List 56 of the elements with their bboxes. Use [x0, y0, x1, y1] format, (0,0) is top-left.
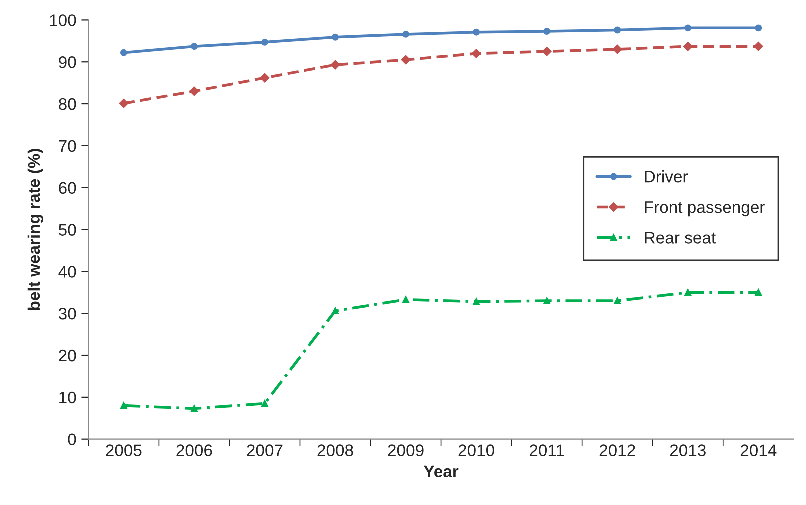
x-tick-label: 2012: [600, 444, 636, 456]
point: [614, 298, 622, 305]
y-tick-label: 30: [58, 308, 76, 320]
point: [332, 34, 339, 41]
point: [402, 296, 410, 304]
legend-label: Front passenger: [645, 202, 765, 217]
y-tick-label: 10: [60, 392, 76, 404]
x-tick-label: 2010: [458, 444, 494, 456]
point: [262, 400, 268, 408]
point: [120, 49, 128, 56]
x-tick-label: 2014: [740, 444, 777, 456]
point: [119, 98, 129, 108]
y-tick-label: 90: [59, 56, 76, 68]
point: [402, 30, 410, 38]
x-tick-label: 2009: [388, 444, 424, 456]
y-tick-label: 70: [59, 140, 76, 152]
point: [612, 44, 622, 54]
y-tick-label: 50: [58, 224, 76, 236]
point: [472, 49, 482, 58]
x-tick-label: 2011: [530, 444, 564, 456]
x-tick-label: 2007: [247, 444, 283, 456]
y-tick-label: 60: [59, 182, 76, 194]
point: [120, 402, 128, 410]
point: [754, 42, 764, 52]
point: [544, 298, 551, 305]
point: [473, 28, 480, 36]
point: [684, 42, 693, 52]
point: [260, 73, 270, 83]
x-axis-title: Year: [424, 466, 459, 478]
legend-label: Driver: [645, 170, 688, 183]
legend-label: Rear seat: [645, 232, 716, 244]
y-tick-label: 40: [58, 266, 76, 278]
y-tick-label: 100: [50, 14, 76, 26]
point: [190, 43, 198, 50]
point: [544, 28, 551, 35]
y-tick-label: 0: [68, 434, 76, 446]
y-axis-title: belt wearing rate (%): [28, 149, 44, 310]
point: [332, 308, 339, 315]
x-tick-label: 2013: [670, 444, 706, 456]
y-tick-label: 20: [59, 350, 76, 362]
point: [755, 289, 762, 296]
point: [190, 405, 198, 412]
y-tick-label: 80: [59, 98, 76, 110]
x-tick-label: 2006: [176, 444, 212, 456]
point: [190, 86, 200, 96]
point: [684, 24, 692, 32]
point: [755, 24, 762, 32]
point: [401, 55, 411, 65]
point: [330, 60, 340, 70]
x-tick-label: 2008: [318, 444, 354, 456]
point: [262, 38, 268, 46]
point: [542, 47, 552, 56]
x-tick-label: 2005: [106, 444, 142, 456]
point: [684, 289, 692, 296]
point: [614, 26, 622, 34]
point: [473, 298, 480, 306]
